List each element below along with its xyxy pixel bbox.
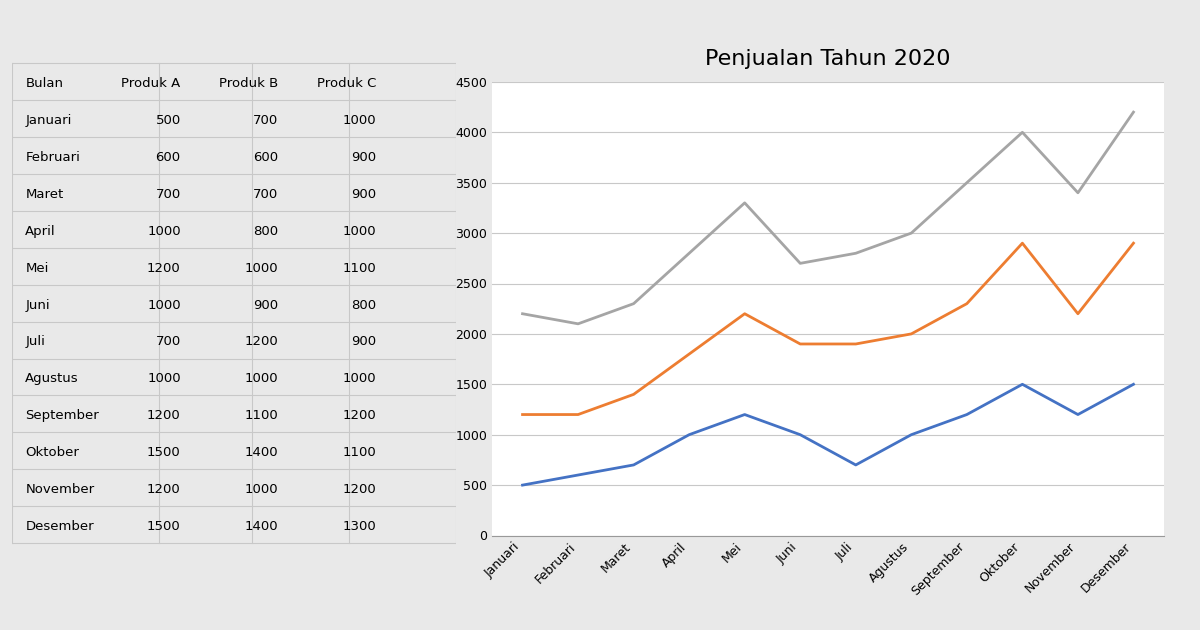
Text: 900: 900 [350, 335, 376, 348]
Produk B [904, 330, 918, 338]
Text: 1000: 1000 [342, 372, 376, 386]
Text: 500: 500 [156, 114, 181, 127]
Produk A [571, 471, 586, 479]
Produk A [1070, 411, 1085, 418]
Text: Mei: Mei [25, 261, 49, 275]
Produk B [1127, 239, 1141, 247]
Text: 1000: 1000 [148, 372, 181, 386]
Text: April: April [25, 225, 56, 238]
Text: Desember: Desember [25, 520, 94, 533]
Produk B [738, 310, 752, 318]
Text: Bulan: Bulan [25, 77, 64, 90]
Produk C [1070, 189, 1085, 197]
Text: 800: 800 [350, 299, 376, 311]
Produk B [571, 411, 586, 418]
Text: 1400: 1400 [245, 520, 278, 533]
Produk B [960, 300, 974, 307]
Text: Agustus: Agustus [25, 372, 79, 386]
Text: 1200: 1200 [342, 410, 376, 422]
Text: Juli: Juli [25, 335, 46, 348]
Produk C [738, 199, 752, 207]
Text: 1000: 1000 [245, 261, 278, 275]
Produk B [626, 391, 641, 398]
Text: 700: 700 [156, 335, 181, 348]
Produk A [515, 481, 529, 489]
Produk A [626, 461, 641, 469]
Text: Januari: Januari [25, 114, 72, 127]
Produk C [1015, 129, 1030, 136]
Produk A [1015, 381, 1030, 388]
Produk C [571, 320, 586, 328]
Line: Produk A: Produk A [522, 384, 1134, 485]
Produk C [904, 229, 918, 237]
Produk A [960, 411, 974, 418]
Text: Produk A: Produk A [121, 77, 181, 90]
Produk A [848, 461, 863, 469]
Produk B [682, 350, 696, 358]
Text: 600: 600 [253, 151, 278, 164]
Text: 1000: 1000 [148, 225, 181, 238]
Produk A [904, 431, 918, 438]
Text: Produk C: Produk C [317, 77, 376, 90]
Text: 1400: 1400 [245, 446, 278, 459]
Produk C [793, 260, 808, 267]
Text: 1100: 1100 [342, 261, 376, 275]
Text: 900: 900 [350, 188, 376, 201]
Text: 1000: 1000 [148, 299, 181, 311]
Produk A [738, 411, 752, 418]
Produk A [682, 431, 696, 438]
Text: 900: 900 [350, 151, 376, 164]
Produk C [626, 300, 641, 307]
Text: 700: 700 [156, 188, 181, 201]
Produk B [848, 340, 863, 348]
Text: 600: 600 [156, 151, 181, 164]
Line: Produk C: Produk C [522, 112, 1134, 324]
Text: 1100: 1100 [342, 446, 376, 459]
Text: November: November [25, 483, 95, 496]
Produk C [1127, 108, 1141, 116]
Produk A [1127, 381, 1141, 388]
Text: 1200: 1200 [146, 261, 181, 275]
Produk B [1070, 310, 1085, 318]
Produk C [515, 310, 529, 318]
Text: 1300: 1300 [342, 520, 376, 533]
Text: Produk B: Produk B [220, 77, 278, 90]
Text: 1500: 1500 [146, 520, 181, 533]
Text: 700: 700 [253, 188, 278, 201]
Produk B [515, 411, 529, 418]
Produk B [793, 340, 808, 348]
Text: 1000: 1000 [245, 372, 278, 386]
Text: 1000: 1000 [245, 483, 278, 496]
Produk B [1015, 239, 1030, 247]
Text: 800: 800 [253, 225, 278, 238]
Produk C [848, 249, 863, 257]
Text: 1200: 1200 [342, 483, 376, 496]
Text: Februari: Februari [25, 151, 80, 164]
Produk A [793, 431, 808, 438]
Produk C [682, 249, 696, 257]
Text: 1000: 1000 [342, 114, 376, 127]
Text: Juni: Juni [25, 299, 50, 311]
Text: 1200: 1200 [245, 335, 278, 348]
Text: 1000: 1000 [342, 225, 376, 238]
Title: Penjualan Tahun 2020: Penjualan Tahun 2020 [706, 49, 950, 69]
Text: 900: 900 [253, 299, 278, 311]
Text: 1100: 1100 [245, 410, 278, 422]
Text: Maret: Maret [25, 188, 64, 201]
Produk C [960, 179, 974, 186]
Text: 1200: 1200 [146, 483, 181, 496]
Text: Oktober: Oktober [25, 446, 79, 459]
Line: Produk B: Produk B [522, 243, 1134, 415]
Text: 1200: 1200 [146, 410, 181, 422]
Text: 700: 700 [253, 114, 278, 127]
Text: 1500: 1500 [146, 446, 181, 459]
Text: September: September [25, 410, 100, 422]
